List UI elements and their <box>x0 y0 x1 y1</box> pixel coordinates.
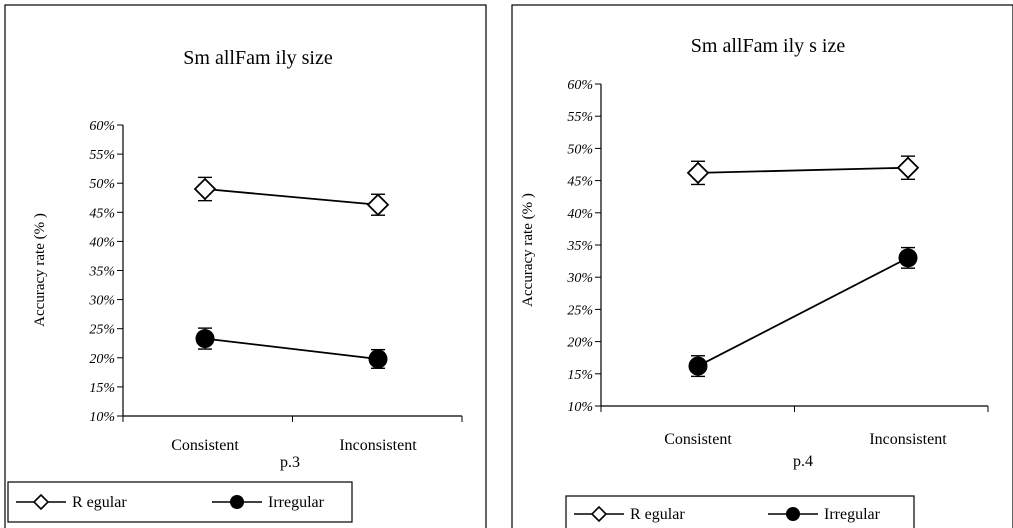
y-tick-label: 20% <box>567 336 593 351</box>
chart-title: Sm allFam ily s ize <box>691 35 846 57</box>
legend-label-regular: R egular <box>630 506 685 523</box>
y-tick-label: 45% <box>567 175 593 190</box>
x-category-label: Consistent <box>664 431 732 448</box>
y-tick-label: 10% <box>89 410 115 425</box>
marker-diamond <box>193 177 217 201</box>
x-category-label: Inconsistent <box>869 431 947 448</box>
legend-marker-irregular <box>786 507 800 521</box>
data-point <box>686 160 710 186</box>
y-tick-label: 15% <box>567 368 593 383</box>
series-line-irregular <box>204 337 379 360</box>
data-point <box>898 246 918 269</box>
y-tick-label: 40% <box>567 207 593 222</box>
marker-circle <box>898 248 918 268</box>
series-line-irregular <box>697 257 909 367</box>
marker-circle <box>368 349 388 369</box>
legend-marker-regular <box>32 493 50 511</box>
caption: p.3 <box>280 454 300 471</box>
axes <box>595 83 989 412</box>
y-tick-label: 15% <box>89 381 115 396</box>
y-tick-label: 55% <box>567 110 593 125</box>
legend-label-irregular: Irregular <box>268 494 325 511</box>
y-tick-label: 55% <box>89 148 115 163</box>
x-category-labels: Consistent Inconsistent <box>171 437 417 454</box>
marker-diamond <box>366 193 390 217</box>
y-tick-label: 30% <box>88 294 115 309</box>
marker-circle <box>688 356 708 376</box>
marker-circle <box>195 329 215 349</box>
y-tick-label: 60% <box>567 78 593 93</box>
y-tick-label: 50% <box>89 177 115 192</box>
plot-area <box>193 176 390 369</box>
y-tick-label: 10% <box>567 400 593 415</box>
legend-marker-regular <box>590 505 608 523</box>
data-point <box>366 193 390 217</box>
plot-area <box>686 155 920 378</box>
y-axis-label: Accuracy rate (% ) <box>520 193 536 307</box>
marker-diamond <box>896 156 920 179</box>
chart-title: Sm allFam ily size <box>183 47 333 69</box>
y-tick-label: 50% <box>567 142 593 157</box>
y-tick-labels: 10% 15% 20% 25% 30% 35% 40% 45% 50% 55% 60% <box>566 78 593 415</box>
legend: R egular Irregular <box>565 495 915 528</box>
y-tick-label: 40% <box>89 235 115 250</box>
legend-label-irregular: Irregular <box>824 506 881 523</box>
x-category-label: Consistent <box>171 437 239 454</box>
series-line-regular <box>204 188 379 206</box>
chart-panel-right: Sm allFam ily s ize Accuracy rate (% ) 1… <box>511 4 1013 528</box>
series-line-regular <box>697 166 909 174</box>
y-tick-label: 30% <box>566 271 593 286</box>
data-point <box>896 155 920 181</box>
data-point <box>688 355 708 378</box>
data-point <box>193 176 217 202</box>
data-point <box>195 327 215 350</box>
marker-diamond <box>686 161 710 185</box>
y-tick-label: 35% <box>566 239 593 254</box>
chart-panel-left: Sm allFam ily size Accuracy rate (% ) 10… <box>4 4 487 528</box>
x-category-labels: Consistent Inconsistent <box>664 431 947 448</box>
data-point <box>368 348 388 369</box>
legend-marker-irregular <box>230 495 244 509</box>
panel-frame <box>511 4 1013 528</box>
y-axis-label: Accuracy rate (% ) <box>32 213 48 327</box>
caption: p.4 <box>793 453 813 470</box>
axes <box>117 124 463 422</box>
panel-frame <box>4 4 487 528</box>
legend: R egular Irregular <box>7 481 353 523</box>
y-tick-label: 45% <box>89 206 115 221</box>
x-category-label: Inconsistent <box>339 437 417 454</box>
legend-box <box>565 495 915 528</box>
y-tick-label: 25% <box>89 323 115 338</box>
y-tick-labels: 10% 15% 20% 25% 30% 35% 40% 45% 50% 55% 60% <box>88 119 115 425</box>
y-tick-label: 25% <box>567 303 593 318</box>
y-tick-label: 35% <box>88 265 115 280</box>
y-tick-label: 60% <box>89 119 115 134</box>
legend-label-regular: R egular <box>72 494 127 511</box>
y-tick-label: 20% <box>89 352 115 367</box>
